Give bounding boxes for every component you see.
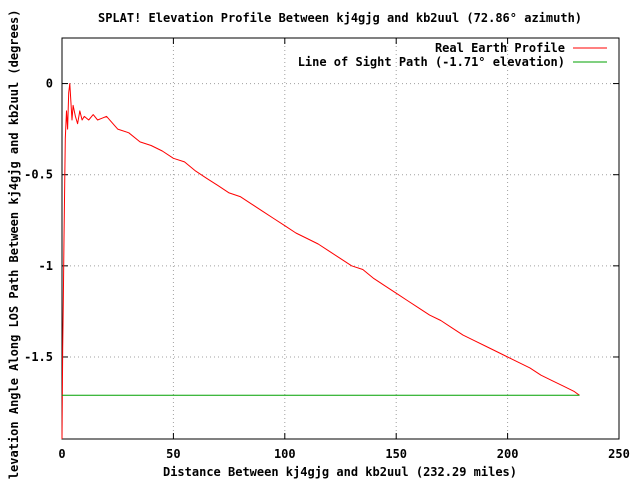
- y-tick-label: 0: [46, 77, 53, 91]
- y-tick-label: -1: [39, 259, 53, 273]
- legend: Real Earth Profile Line of Sight Path (-…: [298, 41, 607, 69]
- y-tick-label: -1.5: [24, 350, 53, 364]
- x-tick-label: 100: [274, 447, 296, 461]
- x-axis-label: Distance Between kj4gjg and kb2uul (232.…: [163, 465, 517, 479]
- x-tick-label: 200: [497, 447, 519, 461]
- chart-title: SPLAT! Elevation Profile Between kj4gjg …: [98, 11, 582, 25]
- y-tick-label: -0.5: [24, 168, 53, 182]
- y-axis-label: Elevation Angle Along LOS Path Between k…: [7, 10, 21, 480]
- plot-frame: [61, 37, 620, 440]
- legend-label-real-earth: Real Earth Profile: [435, 41, 565, 55]
- y-axis-ticks: 0 -0.5 -1 -1.5: [24, 77, 619, 364]
- grid: [62, 38, 619, 439]
- x-axis-ticks: 0 50 100 150 200 250: [58, 38, 630, 461]
- x-tick-label: 0: [58, 447, 65, 461]
- x-tick-label: 250: [608, 447, 630, 461]
- x-tick-label: 150: [385, 447, 407, 461]
- x-tick-label: 50: [166, 447, 180, 461]
- series-layer: [61, 83, 580, 440]
- legend-label-line-of-sight: Line of Sight Path (-1.71° elevation): [298, 55, 565, 69]
- series-line-real-earth-profile: [61, 83, 580, 440]
